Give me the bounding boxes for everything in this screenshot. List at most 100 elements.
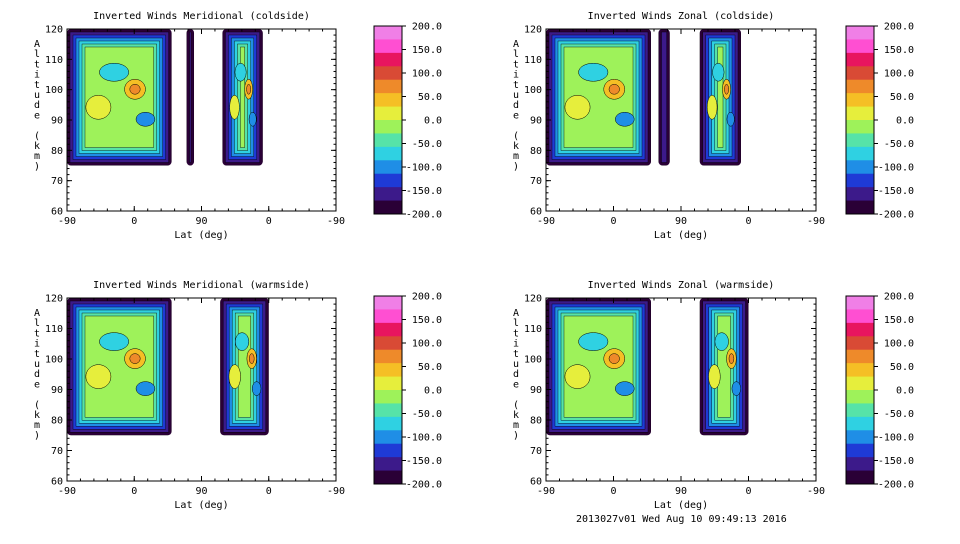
contour-band [240,46,245,148]
colorbar-tick-label: -150.0 [406,456,442,467]
contour-feature [608,84,620,95]
x-tick-label: -90 [807,216,825,227]
contour-region [67,29,172,166]
y-tick-label: 110 [524,55,542,66]
colorbar-band [374,120,402,134]
colorbar-tick-label: -150.0 [878,186,914,197]
x-tick-label: 0 [610,216,616,227]
colorbar-band [846,79,874,94]
contour-feature [129,353,141,364]
contour-feature [724,84,729,95]
colorbar-band [374,457,402,472]
contour-band [717,46,724,148]
contour-region [67,298,172,436]
colorbar-tick-label: 150.0 [884,315,914,326]
colorbar-band [846,160,874,175]
chart-title: Inverted Winds Zonal (warmside) [588,280,775,291]
colorbar-band [846,133,874,148]
x-tick-label: 0 [610,486,616,497]
chart-title: Inverted Winds Meridional (warmside) [93,280,310,291]
colorbar-band [846,296,874,310]
x-tick-label: -90 [58,216,76,227]
x-tick-label: -90 [807,486,825,497]
colorbar-band [374,363,402,378]
colorbar-band [374,160,402,175]
colorbar-band [374,66,402,81]
colorbar-band [846,349,874,364]
y-tick-label: 80 [530,416,542,427]
colorbar-tick-label: -150.0 [406,186,442,197]
colorbar-tick-label: 0.0 [424,386,442,397]
contour-region [222,29,263,166]
colorbar-tick-label: 200.0 [884,292,914,303]
colorbar-band [374,443,402,458]
contour-feature [246,84,251,95]
colorbar-band [846,457,874,472]
y-tick-label: 60 [530,207,542,218]
contour-feature [248,112,257,127]
colorbar-tick-label: 150.0 [412,315,442,326]
x-axis-label: Lat (deg) [174,500,228,511]
contour-region [699,29,741,166]
x-axis-label: Lat (deg) [654,500,708,511]
colorbar-band [374,430,402,445]
chart-title: Inverted Winds Meridional (coldside) [93,11,310,22]
contour-feature [234,332,250,351]
contour-feature [578,332,609,351]
colorbar-tick-label: 0.0 [896,116,914,127]
colorbar-tick-label: 150.0 [412,45,442,56]
contour-feature [712,63,725,82]
colorbar-band [374,296,402,310]
colorbar-tick-label: 50.0 [890,362,914,373]
colorbar-tick-label: 50.0 [418,92,442,103]
colorbar-band [374,403,402,418]
contour-region [186,29,195,166]
colorbar-band [846,173,874,188]
y-tick-label: 80 [51,416,63,427]
colorbar-band [374,106,402,121]
contour-feature [99,332,129,351]
x-tick-label: 0 [131,216,137,227]
colorbar-tick-label: 100.0 [412,339,442,350]
colorbar-tick-label: 0.0 [896,386,914,397]
colorbar-tick-label: -50.0 [412,409,442,420]
chart-panel-4: Inverted Winds Zonal (warmside) -90 0 90 0 -9… [513,280,914,511]
x-tick-label: 0 [131,486,137,497]
y-tick-label: 60 [51,477,63,488]
y-tick-label: 70 [530,446,542,457]
contour-feature [714,332,729,351]
y-tick-label: 80 [51,146,63,157]
colorbar-band [846,376,874,391]
colorbar-band [374,26,402,40]
colorbar-band [846,106,874,121]
colorbar-tick-label: -100.0 [878,163,914,174]
contour-feature [135,381,156,396]
colorbar-tick-label: 100.0 [884,339,914,350]
colorbar-band [846,430,874,445]
contour-region [699,298,749,436]
contour-feature [706,95,718,120]
colorbar-band [846,66,874,81]
colorbar-tick-label: 200.0 [412,22,442,33]
colorbar-tick-label: -200.0 [406,480,442,491]
y-tick-label: 90 [530,116,542,127]
x-axis-label: Lat (deg) [174,230,228,241]
x-tick-label: -90 [537,486,555,497]
y-tick-label: 100 [45,355,63,366]
x-tick-label: 90 [675,216,687,227]
x-tick-label: -90 [58,486,76,497]
contour-feature [251,381,262,396]
x-tick-label: -90 [537,216,555,227]
y-tick-label: 100 [524,355,542,366]
colorbar-band [374,93,402,108]
y-tick-label: 70 [530,176,542,187]
y-tick-label: 120 [524,294,542,305]
x-tick-label: 0 [266,486,272,497]
colorbar-band [846,52,874,67]
contour-feature [85,95,112,120]
contour-feature [608,353,620,364]
colorbar-tick-label: -50.0 [884,139,914,150]
colorbar-band [374,133,402,148]
colorbar-band [374,470,402,485]
